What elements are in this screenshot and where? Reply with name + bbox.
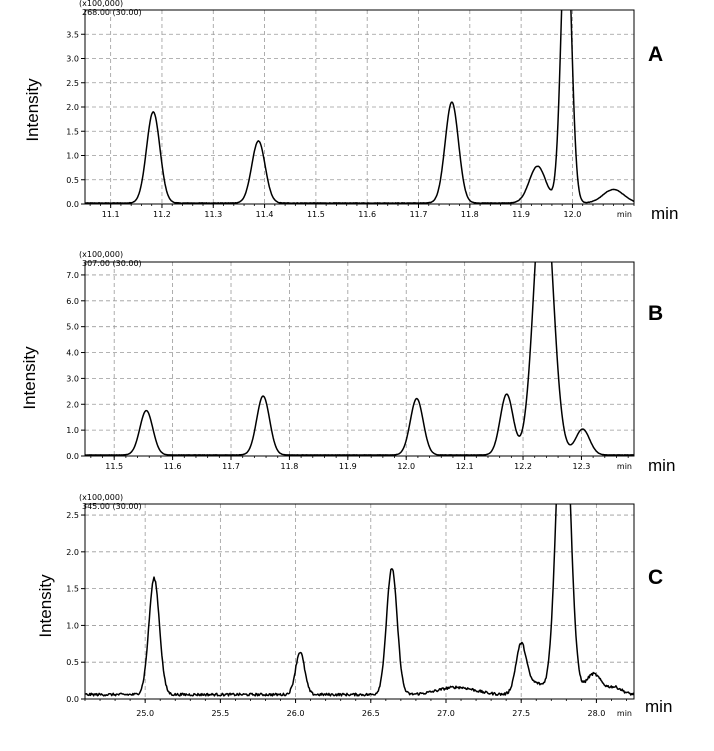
y-tick-label: 1.5 xyxy=(66,127,79,136)
ion-label: 268.00 (30.00) xyxy=(82,8,142,17)
y-tick-label: 0.0 xyxy=(66,452,79,461)
y-tick-label: 4.0 xyxy=(66,349,79,358)
x-axis-unit-label: min xyxy=(651,204,678,223)
x-tick-label: 28.0 xyxy=(587,709,605,718)
y-tick-label: 3.0 xyxy=(66,374,79,383)
x-tick-label: 26.5 xyxy=(362,709,380,718)
multiplier-label: (x100,000) xyxy=(79,250,123,259)
chart-panel-a: 11.1 11.2 11.3 11.4 11.5 11.6 11.7 11.8 11.9 12.0… xyxy=(23,0,678,223)
y-tick-label: 1.0 xyxy=(66,621,79,630)
x-tick-label: 11.3 xyxy=(204,210,222,219)
multiplier-label: (x100,000) xyxy=(79,0,123,8)
x-tick-label: 12.1 xyxy=(456,462,474,471)
plot-frame xyxy=(84,261,635,457)
panel-label: B xyxy=(648,302,663,325)
y-tick-label: 0.0 xyxy=(66,200,79,209)
multiplier-label: (x100,000) xyxy=(79,493,123,502)
y-tick-label: 2.0 xyxy=(66,103,79,112)
x-tick-label: 27.5 xyxy=(512,709,530,718)
x-tick-label: 12.0 xyxy=(564,210,582,219)
plot-frame xyxy=(84,503,635,700)
y-tick-label: 2.5 xyxy=(66,511,79,520)
y-axis-title: Intensity xyxy=(23,78,42,142)
x-tick-label: 11.7 xyxy=(410,210,428,219)
ion-label: 345.00 (30.00) xyxy=(82,502,142,511)
y-tick-label: 3.5 xyxy=(66,30,79,39)
x-tick-label: 25.5 xyxy=(211,709,229,718)
x-tick-label: 11.8 xyxy=(461,210,479,219)
x-unit-small: min xyxy=(617,210,632,219)
y-tick-label: 2.5 xyxy=(66,79,79,88)
x-tick-label: 11.4 xyxy=(256,210,274,219)
y-axis-title: Intensity xyxy=(36,574,55,638)
x-tick-label: 11.6 xyxy=(164,462,182,471)
x-axis-unit-label: min xyxy=(648,456,675,475)
y-tick-label: 7.0 xyxy=(66,271,79,280)
chart-panel-c: 25.0 25.5 26.0 26.5 27.0 27.5 28.0 min 0.0 0.5 1.0… xyxy=(36,493,672,718)
x-tick-label: 11.8 xyxy=(281,462,299,471)
y-tick-label: 1.0 xyxy=(66,152,79,161)
x-tick-label: 11.6 xyxy=(358,210,376,219)
y-tick-label: 0.0 xyxy=(66,695,79,704)
y-tick-label: 0.5 xyxy=(66,658,79,667)
x-tick-label: 11.5 xyxy=(105,462,123,471)
y-tick-label: 2.0 xyxy=(66,548,79,557)
x-tick-label: 12.2 xyxy=(514,462,532,471)
x-unit-small: min xyxy=(617,462,632,471)
x-tick-label: 11.9 xyxy=(339,462,357,471)
y-axis-title: Intensity xyxy=(20,346,39,410)
x-unit-small: min xyxy=(617,709,632,718)
panel-label: C xyxy=(648,566,663,589)
x-tick-label: 12.0 xyxy=(397,462,415,471)
chromatogram-trace xyxy=(85,10,634,204)
y-tick-label: 1.5 xyxy=(66,585,79,594)
x-tick-label: 11.1 xyxy=(102,210,120,219)
x-tick-label: 12.3 xyxy=(573,462,591,471)
ion-label: 307.00 (30.00) xyxy=(82,259,142,268)
chart-panel-b: 11.5 11.6 11.7 11.8 11.9 12.0 12.1 12.2 12.3 min 0… xyxy=(20,250,675,475)
x-tick-label: 11.7 xyxy=(222,462,240,471)
chromatogram-trace xyxy=(85,504,634,697)
y-tick-label: 6.0 xyxy=(66,297,79,306)
x-tick-label: 27.0 xyxy=(437,709,455,718)
y-tick-label: 0.5 xyxy=(66,176,79,185)
y-tick-label: 5.0 xyxy=(66,323,79,332)
chromatogram-trace xyxy=(85,262,634,456)
x-tick-label: 26.0 xyxy=(287,709,305,718)
y-tick-label: 3.0 xyxy=(66,55,79,64)
x-tick-label: 25.0 xyxy=(136,709,154,718)
x-tick-label: 11.2 xyxy=(153,210,171,219)
x-tick-label: 11.9 xyxy=(512,210,530,219)
x-axis-unit-label: min xyxy=(645,697,672,716)
y-tick-label: 1.0 xyxy=(66,426,79,435)
panel-label: A xyxy=(648,43,663,66)
x-tick-label: 11.5 xyxy=(307,210,325,219)
y-tick-label: 2.0 xyxy=(66,400,79,409)
